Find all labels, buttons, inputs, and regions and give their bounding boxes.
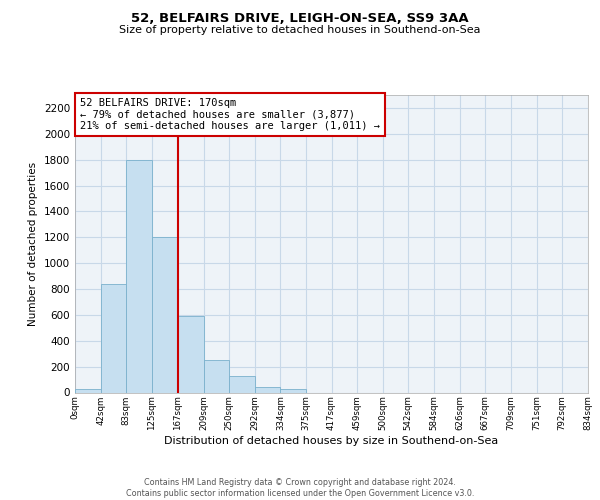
Bar xyxy=(126,160,152,392)
Text: 52 BELFAIRS DRIVE: 170sqm
← 79% of detached houses are smaller (3,877)
21% of se: 52 BELFAIRS DRIVE: 170sqm ← 79% of detac… xyxy=(80,98,380,131)
Y-axis label: Number of detached properties: Number of detached properties xyxy=(28,162,38,326)
Text: Contains HM Land Registry data © Crown copyright and database right 2024.
Contai: Contains HM Land Registry data © Crown c… xyxy=(126,478,474,498)
Text: Size of property relative to detached houses in Southend-on-Sea: Size of property relative to detached ho… xyxy=(119,25,481,35)
Bar xyxy=(229,376,254,392)
Bar xyxy=(178,316,203,392)
Bar xyxy=(254,386,280,392)
Bar xyxy=(203,360,229,392)
Bar xyxy=(152,238,178,392)
X-axis label: Distribution of detached houses by size in Southend-on-Sea: Distribution of detached houses by size … xyxy=(164,436,499,446)
Bar xyxy=(280,388,305,392)
Bar xyxy=(101,284,126,393)
Bar xyxy=(75,390,101,392)
Text: 52, BELFAIRS DRIVE, LEIGH-ON-SEA, SS9 3AA: 52, BELFAIRS DRIVE, LEIGH-ON-SEA, SS9 3A… xyxy=(131,12,469,26)
